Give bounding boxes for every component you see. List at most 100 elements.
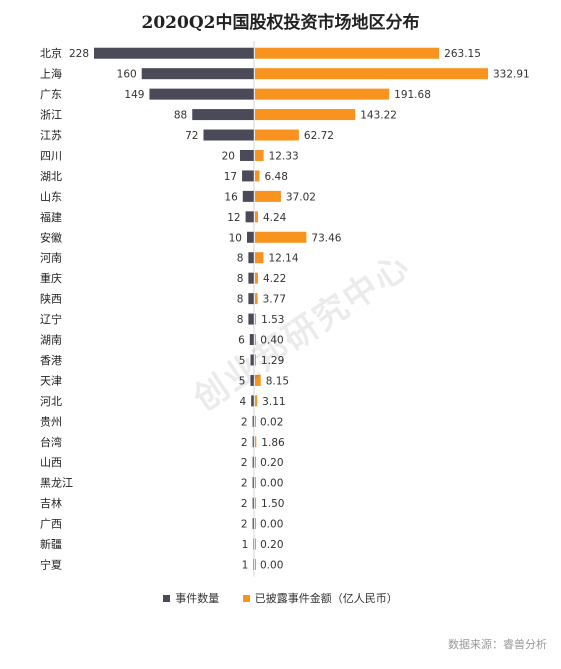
bar-amount: [255, 395, 258, 407]
bar-count: [248, 313, 254, 325]
category-label: 浙江: [40, 109, 62, 122]
count-label: 8: [237, 294, 244, 306]
amount-label: 73.46: [311, 232, 341, 244]
bar-amount: [255, 170, 260, 182]
amount-label: 0.00: [260, 559, 283, 571]
amount-label: 0.40: [260, 335, 283, 347]
bar-amount: [255, 334, 256, 346]
bar-count: [252, 436, 254, 448]
amount-label: 191.68: [394, 89, 431, 101]
amount-label: 1.29: [261, 355, 284, 367]
category-label: 湖南: [40, 334, 62, 347]
category-label: 四川: [40, 149, 62, 162]
bar-count: [246, 231, 254, 243]
bar-count: [248, 272, 254, 284]
amount-label: 1.53: [261, 314, 284, 326]
category-label: 贵州: [40, 415, 62, 428]
bar-amount: [255, 313, 257, 325]
category-label: 陕西: [40, 292, 62, 306]
bar-amount: [255, 211, 258, 223]
count-label: 228: [69, 48, 89, 60]
bar-count: [252, 415, 254, 427]
bar-amount: [255, 149, 264, 161]
category-label: 台湾: [40, 435, 62, 449]
count-label: 5: [239, 355, 246, 367]
count-label: 5: [239, 375, 246, 387]
bar-amount: [255, 558, 256, 570]
count-label: 2: [241, 478, 248, 490]
amount-label: 332.91: [493, 69, 530, 81]
bar-amount: [255, 456, 256, 468]
bar-amount: [255, 88, 390, 100]
legend-swatch-count: [163, 594, 171, 602]
bar-count: [250, 374, 254, 386]
count-label: 160: [117, 69, 137, 81]
category-label: 江苏: [40, 129, 62, 142]
category-label: 福建: [40, 210, 62, 224]
count-label: 1: [242, 539, 249, 551]
bar-amount: [255, 538, 256, 550]
bar-amount: [255, 354, 256, 366]
category-label: 上海: [40, 67, 62, 81]
amount-label: 4.22: [263, 273, 286, 285]
count-label: 72: [185, 130, 198, 142]
amount-label: 37.02: [286, 191, 316, 203]
count-label: 8: [237, 314, 244, 326]
count-label: 12: [227, 212, 240, 224]
bar-amount: [255, 231, 307, 243]
amount-label: 6.48: [265, 171, 288, 183]
category-label: 黑龙江: [40, 477, 73, 490]
count-label: 8: [237, 253, 244, 265]
bar-amount: [255, 518, 256, 530]
category-label: 山西: [40, 456, 62, 469]
bar-amount: [255, 374, 261, 386]
bar-count: [242, 190, 254, 202]
bar-amount: [255, 47, 440, 59]
count-label: 6: [238, 335, 245, 347]
count-label: 2: [241, 437, 248, 449]
bar-count: [245, 211, 254, 223]
bar-count: [149, 88, 254, 100]
bar-amount: [255, 293, 258, 305]
bar-count: [253, 538, 254, 550]
count-label: 10: [229, 232, 242, 244]
amount-label: 12.33: [269, 150, 299, 162]
amount-label: 143.22: [360, 110, 397, 122]
count-label: 17: [224, 171, 237, 183]
legend-label-amount: 已披露事件金额（亿人民币）: [254, 592, 398, 605]
category-label: 辽宁: [40, 312, 62, 326]
bar-count: [94, 47, 254, 59]
amount-label: 0.20: [260, 457, 283, 469]
category-label: 吉林: [40, 496, 62, 510]
bar-count: [252, 518, 254, 530]
amount-label: 62.72: [304, 130, 334, 142]
category-label: 重庆: [40, 271, 62, 285]
count-label: 1: [242, 559, 249, 571]
category-label: 山东: [40, 190, 62, 203]
bar-count: [141, 68, 254, 80]
count-label: 20: [222, 150, 235, 162]
category-label: 新疆: [40, 537, 62, 551]
bar-count: [250, 354, 254, 366]
count-label: 8: [237, 273, 244, 285]
legend-item-count: 事件数量: [163, 590, 219, 606]
bar-count: [203, 129, 254, 141]
bar-count: [252, 456, 254, 468]
category-label: 天津: [40, 374, 62, 387]
amount-label: 4.24: [263, 212, 287, 224]
category-label: 河北: [40, 395, 62, 408]
amount-label: 0.02: [260, 416, 283, 428]
amount-label: 3.11: [262, 396, 285, 408]
amount-label: 12.14: [268, 253, 298, 265]
amount-label: 1.86: [261, 437, 285, 449]
bar-count: [252, 497, 254, 509]
bar-count: [252, 477, 254, 489]
legend: 事件数量 已披露事件金额（亿人民币）: [0, 590, 561, 606]
bar-amount: [255, 436, 257, 448]
count-label: 2: [241, 519, 248, 531]
category-label: 湖北: [40, 170, 62, 183]
legend-swatch-amount: [242, 594, 250, 602]
bar-count: [253, 558, 254, 570]
bar-count: [192, 109, 254, 121]
